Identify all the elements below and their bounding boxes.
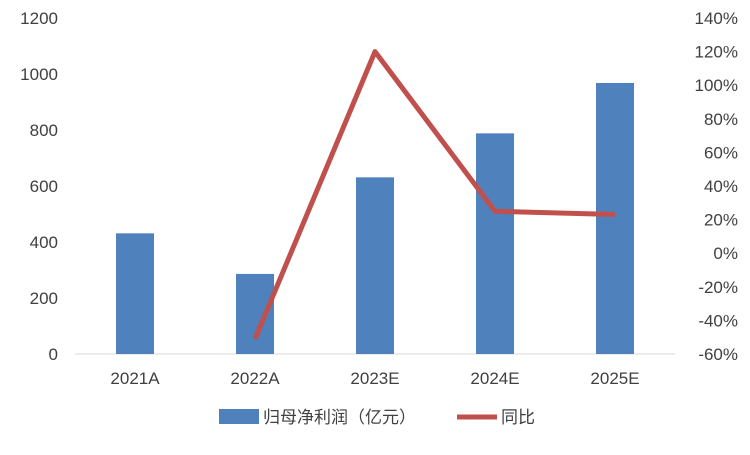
- right-tick-label: 140%: [695, 9, 738, 28]
- legend-swatch-bar: [219, 409, 259, 424]
- right-tick-label: -20%: [698, 278, 738, 297]
- x-tick-label: 2025E: [590, 369, 639, 388]
- x-tick-label: 2022A: [230, 369, 280, 388]
- legend-label-line: 同比: [501, 408, 535, 427]
- x-axis: 2021A 2022A 2023E 2024E 2025E: [110, 369, 639, 388]
- bar-series: [116, 82, 634, 355]
- left-tick-label: 200: [30, 289, 58, 308]
- right-tick-label: 40%: [704, 177, 738, 196]
- bar: [356, 177, 394, 354]
- left-tick-label: 400: [30, 233, 58, 252]
- bar: [236, 273, 274, 354]
- bar: [476, 133, 514, 354]
- line-series: [252, 49, 616, 340]
- right-tick-label: 120%: [695, 43, 738, 62]
- left-tick-label: 800: [30, 121, 58, 140]
- right-tick-label: 80%: [704, 110, 738, 129]
- bar: [596, 82, 634, 355]
- right-tick-label: 60%: [704, 143, 738, 162]
- left-tick-label: 0: [49, 345, 58, 364]
- x-tick-label: 2023E: [350, 369, 399, 388]
- series-line: [252, 49, 616, 340]
- right-tick-label: 0%: [713, 244, 738, 263]
- right-tick-label: -60%: [698, 345, 738, 364]
- legend: 归母净利润（亿元） 同比: [219, 408, 535, 427]
- x-tick-label: 2021A: [110, 369, 160, 388]
- right-tick-label: 20%: [704, 211, 738, 230]
- legend-label-bar: 归母净利润（亿元）: [263, 408, 416, 427]
- right-tick-label: -40%: [698, 311, 738, 330]
- bar: [116, 233, 154, 354]
- right-axis: -60% -40% -20% 0% 20% 40% 60% 80% 100% 120% 140%: [695, 9, 738, 364]
- right-tick-label: 100%: [695, 76, 738, 95]
- left-axis: 0 200 400 600 800 1000 1200: [20, 9, 58, 364]
- left-tick-label: 1000: [20, 65, 58, 84]
- left-tick-label: 1200: [20, 9, 58, 28]
- x-tick-label: 2024E: [470, 369, 519, 388]
- left-tick-label: 600: [30, 177, 58, 196]
